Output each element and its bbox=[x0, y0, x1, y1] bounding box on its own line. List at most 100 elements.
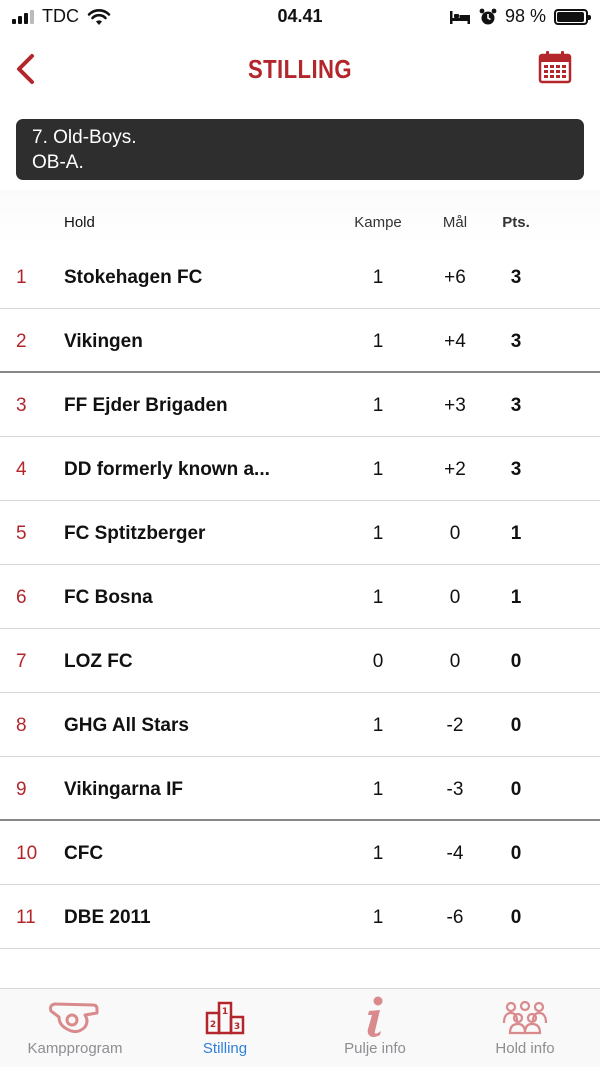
row-goals: 0 bbox=[449, 651, 461, 672]
tab-label: Kampprogram bbox=[27, 1040, 123, 1057]
row-rank: 6 bbox=[16, 587, 27, 608]
row-matches: 1 bbox=[372, 523, 384, 544]
row-team-name: FC Bosna bbox=[64, 587, 153, 608]
status-left: TDC bbox=[12, 6, 111, 27]
table-row[interactable]: 11 DBE 2011 1 -6 0 bbox=[0, 885, 600, 949]
table-row[interactable]: 10 CFC 1 -4 0 bbox=[0, 821, 600, 885]
cellular-signal-icon bbox=[12, 9, 34, 24]
row-points: 1 bbox=[510, 523, 522, 544]
row-rank: 10 bbox=[16, 843, 38, 864]
row-matches: 0 bbox=[372, 651, 384, 672]
status-time: 04.41 bbox=[277, 6, 323, 26]
group-header: 7. Old-Boys. OB-A. bbox=[16, 119, 584, 180]
tab-label: Pulje info bbox=[344, 1040, 406, 1057]
row-team-name: GHG All Stars bbox=[64, 715, 189, 736]
header-matches: Kampe bbox=[354, 214, 402, 231]
row-goals: -2 bbox=[446, 715, 464, 736]
table-row[interactable]: 3 FF Ejder Brigaden 1 +3 3 bbox=[0, 373, 600, 437]
row-matches: 1 bbox=[372, 395, 384, 416]
row-points: 0 bbox=[510, 651, 522, 672]
row-rank: 9 bbox=[16, 779, 27, 800]
table-row[interactable]: 5 FC Sptitzberger 1 0 1 bbox=[0, 501, 600, 565]
table-row[interactable]: 6 FC Bosna 1 0 1 bbox=[0, 565, 600, 629]
row-goals: -6 bbox=[446, 907, 464, 928]
calendar-icon[interactable] bbox=[538, 50, 572, 84]
row-matches: 1 bbox=[372, 779, 384, 800]
row-goals: +2 bbox=[444, 459, 466, 480]
row-points: 0 bbox=[510, 907, 522, 928]
back-chevron-icon[interactable] bbox=[8, 48, 48, 88]
row-points: 3 bbox=[510, 459, 522, 480]
header-goals: Mål bbox=[442, 214, 468, 231]
bed-icon bbox=[449, 10, 470, 24]
row-rank: 4 bbox=[16, 459, 27, 480]
svg-text:3: 3 bbox=[234, 1022, 240, 1032]
row-rank: 5 bbox=[16, 523, 27, 544]
row-rank: 7 bbox=[16, 651, 27, 672]
row-goals: -3 bbox=[446, 779, 464, 800]
row-team-name: Stokehagen FC bbox=[64, 267, 203, 288]
row-goals: +3 bbox=[444, 395, 466, 416]
info-icon bbox=[367, 996, 383, 1037]
row-matches: 1 bbox=[372, 715, 384, 736]
table-row[interactable]: 2 Vikingen 1 +4 3 bbox=[0, 309, 600, 373]
tab-bar: Kampprogram 1 2 3 Stilling Pulje info bbox=[0, 988, 600, 1067]
wifi-icon bbox=[87, 8, 111, 25]
alarm-icon bbox=[479, 8, 497, 24]
row-team-name: FF Ejder Brigaden bbox=[64, 395, 228, 416]
row-goals: 0 bbox=[449, 523, 461, 544]
svg-text:2: 2 bbox=[210, 1020, 216, 1030]
row-rank: 1 bbox=[16, 267, 27, 288]
page-title: STILLING bbox=[247, 54, 353, 84]
tab-kampprogram[interactable]: Kampprogram bbox=[0, 989, 150, 1067]
header-points: Pts. bbox=[502, 214, 530, 231]
svg-text:1: 1 bbox=[222, 1007, 228, 1017]
row-points: 3 bbox=[510, 267, 522, 288]
row-team-name: DD formerly known a... bbox=[64, 459, 270, 480]
row-goals: -4 bbox=[446, 843, 464, 864]
row-team-name: LOZ FC bbox=[64, 651, 133, 672]
carrier-name: TDC bbox=[42, 6, 79, 26]
row-goals: +4 bbox=[444, 331, 466, 352]
group-line-2: OB-A. bbox=[32, 152, 84, 173]
row-matches: 1 bbox=[372, 267, 384, 288]
battery-percent: 98 % bbox=[504, 6, 546, 26]
row-points: 0 bbox=[510, 779, 522, 800]
table-row[interactable]: 9 Vikingarna IF 1 -3 0 bbox=[0, 757, 600, 821]
tab-label: Stilling bbox=[202, 1040, 248, 1057]
tab-stilling[interactable]: 1 2 3 Stilling bbox=[150, 989, 300, 1067]
podium-icon: 1 2 3 bbox=[205, 1001, 245, 1035]
whistle-icon bbox=[49, 1002, 99, 1034]
status-bar: TDC 04.41 98 % bbox=[0, 0, 600, 34]
status-right: 98 % bbox=[449, 6, 591, 27]
row-points: 1 bbox=[510, 587, 522, 608]
row-matches: 1 bbox=[372, 459, 384, 480]
table-row[interactable]: 4 DD formerly known a... 1 +2 3 bbox=[0, 437, 600, 501]
row-goals: +6 bbox=[444, 267, 466, 288]
group-line-1: 7. Old-Boys. bbox=[32, 127, 137, 148]
row-team-name: CFC bbox=[64, 843, 104, 864]
row-team-name: FC Sptitzberger bbox=[64, 523, 206, 544]
row-points: 3 bbox=[510, 331, 522, 352]
team-icon bbox=[502, 1000, 548, 1035]
row-team-name: Vikingarna IF bbox=[64, 779, 183, 800]
navigation-bar: STILLING bbox=[0, 40, 600, 100]
row-rank: 2 bbox=[16, 331, 27, 352]
row-rank: 11 bbox=[16, 907, 36, 928]
table-row[interactable]: 7 LOZ FC 0 0 0 bbox=[0, 629, 600, 693]
row-team-name: Vikingen bbox=[64, 331, 143, 352]
table-row[interactable]: 8 GHG All Stars 1 -2 0 bbox=[0, 693, 600, 757]
row-rank: 3 bbox=[16, 395, 27, 416]
row-matches: 1 bbox=[372, 907, 384, 928]
table-body: 1 Stokehagen FC 1 +6 3 2 Vikingen 1 +4 3 3 FF Ejder… bbox=[0, 245, 600, 949]
tab-pulje-info[interactable]: Pulje info bbox=[300, 989, 450, 1067]
row-matches: 1 bbox=[372, 843, 384, 864]
battery-icon bbox=[554, 8, 591, 25]
row-matches: 1 bbox=[372, 331, 384, 352]
row-team-name: DBE 2011 bbox=[64, 907, 151, 928]
tab-hold-info[interactable]: Hold info bbox=[450, 989, 600, 1067]
row-points: 0 bbox=[510, 843, 522, 864]
table-row[interactable]: 1 Stokehagen FC 1 +6 3 bbox=[0, 245, 600, 309]
row-goals: 0 bbox=[449, 587, 461, 608]
header-team: Hold bbox=[64, 214, 95, 231]
